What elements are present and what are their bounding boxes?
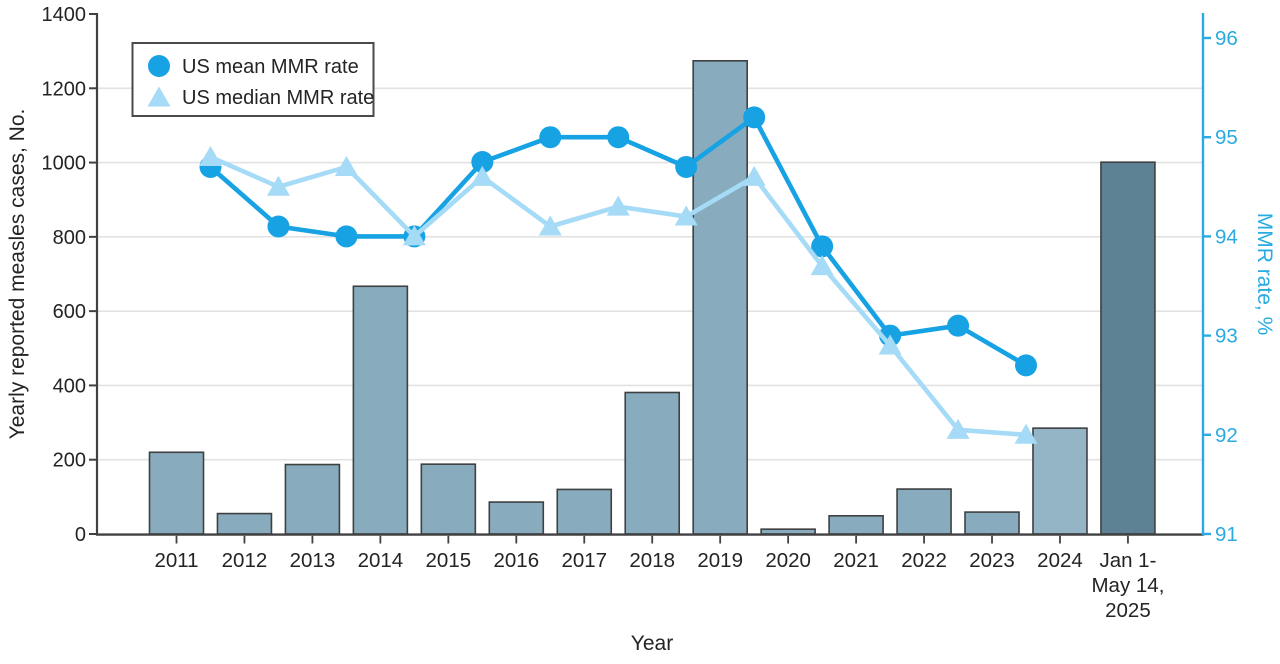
left-axis-tick-label-400: 400	[53, 375, 86, 397]
mean-marker-2013	[335, 225, 358, 248]
bar-2014	[352, 285, 409, 535]
left-axis-tick-label-1400: 1400	[42, 4, 87, 26]
right-axis-tick-label-95: 95	[1215, 126, 1238, 149]
bar-2018	[624, 391, 681, 535]
mean-marker-2016	[539, 126, 562, 149]
mean-marker-2017	[607, 126, 630, 149]
x-axis-label-2013: 2013	[290, 549, 336, 572]
right-axis-tick-label-94: 94	[1215, 225, 1238, 248]
bar-2011	[148, 451, 205, 535]
bar-2021	[828, 514, 884, 535]
median-marker-2016	[538, 215, 562, 236]
bar-2012	[216, 512, 273, 535]
median-marker-2017	[606, 195, 630, 216]
legend-label-mean: US mean MMR rate	[182, 56, 359, 78]
x-axis-label-2011: 2011	[154, 549, 198, 572]
bar-2022	[896, 488, 952, 535]
x-axis-label-2025-line1: May 14,	[1091, 574, 1164, 597]
x-axis-label-2012: 2012	[222, 549, 268, 572]
bar-2023	[964, 511, 1020, 535]
left-axis-tick-label-600: 600	[53, 301, 86, 323]
median-marker-2021	[878, 334, 902, 355]
x-axis-label-2014: 2014	[358, 549, 404, 572]
legend-label-median: US median MMR rate	[182, 87, 374, 109]
bar-2025	[1100, 161, 1156, 535]
median-marker-2023	[1014, 423, 1038, 444]
line-series	[199, 106, 1038, 444]
right-axis-tick-label-93: 93	[1215, 325, 1238, 348]
left-axis-tick-label-800: 800	[53, 227, 86, 249]
median-marker-2019	[742, 165, 766, 186]
mean-marker-2015	[471, 151, 494, 173]
legend-box	[131, 42, 375, 117]
x-axis-label-2025-line2: 2025	[1105, 599, 1151, 622]
axes: 0 200 400 600 800 1000 1200 1400 2011 2012 2013 201…	[42, 4, 1238, 622]
x-axis-label-2017: 2017	[561, 549, 607, 572]
mean-marker-2019	[743, 106, 766, 129]
x-axis-label-2015: 2015	[426, 549, 472, 572]
x-axis-label-2024: 2024	[1037, 549, 1083, 572]
median-marker-2015	[470, 165, 494, 186]
right-axis-title: MMR rate, %	[1253, 213, 1276, 336]
mean-marker-2020	[811, 235, 834, 258]
mean-marker-2022	[947, 314, 970, 337]
bar-2016	[488, 501, 545, 535]
median-marker-2022	[946, 418, 970, 439]
median-series-triangle-icon	[147, 86, 171, 107]
mean-marker-2018	[675, 155, 698, 178]
bar-2013	[284, 463, 341, 535]
mean-marker-2012	[267, 215, 290, 238]
x-axis-label-2020: 2020	[765, 549, 811, 572]
bar-2019	[692, 59, 748, 535]
bar-2017	[556, 488, 613, 535]
bar-2020	[760, 528, 816, 535]
left-axis-tick-label-1200: 1200	[42, 78, 87, 100]
x-axis-label-2025-line0: Jan 1-	[1099, 549, 1156, 572]
median-marker-2011	[199, 146, 222, 167]
x-axis-label-2019: 2019	[697, 549, 743, 572]
right-axis-tick-label-91: 91	[1215, 523, 1238, 546]
median-marker-2014	[402, 225, 426, 246]
median-marker-2020	[810, 255, 834, 276]
x-axis-label-2018: 2018	[629, 549, 675, 572]
x-axis-label-2023: 2023	[969, 549, 1015, 572]
x-axis-label-2016: 2016	[493, 549, 539, 572]
left-axis-tick-label-0: 0	[75, 524, 86, 546]
x-axis-label-2021: 2021	[833, 549, 879, 572]
bars	[148, 59, 1156, 535]
median-marker-2018	[674, 205, 698, 226]
x-axis-label-2022: 2022	[901, 549, 947, 572]
mean-rate-line	[208, 115, 1028, 368]
bar-2024	[1032, 427, 1088, 535]
bar-2015	[420, 463, 477, 535]
x-axis-title: Year	[631, 632, 673, 655]
right-axis-tick-label-96: 96	[1215, 27, 1238, 50]
left-axis-tick-label-200: 200	[53, 450, 86, 472]
median-marker-2013	[334, 155, 358, 176]
right-axis-tick-label-92: 92	[1215, 424, 1238, 447]
median-marker-2012	[266, 175, 290, 196]
mean-marker-2023	[1015, 354, 1038, 377]
legend: US mean MMR rate US median MMR rate	[131, 42, 375, 117]
mean-series-circle-icon	[148, 55, 170, 77]
left-axis-title: Yearly reported measles cases, No.	[6, 109, 29, 440]
left-axis-tick-label-1000: 1000	[42, 153, 87, 175]
